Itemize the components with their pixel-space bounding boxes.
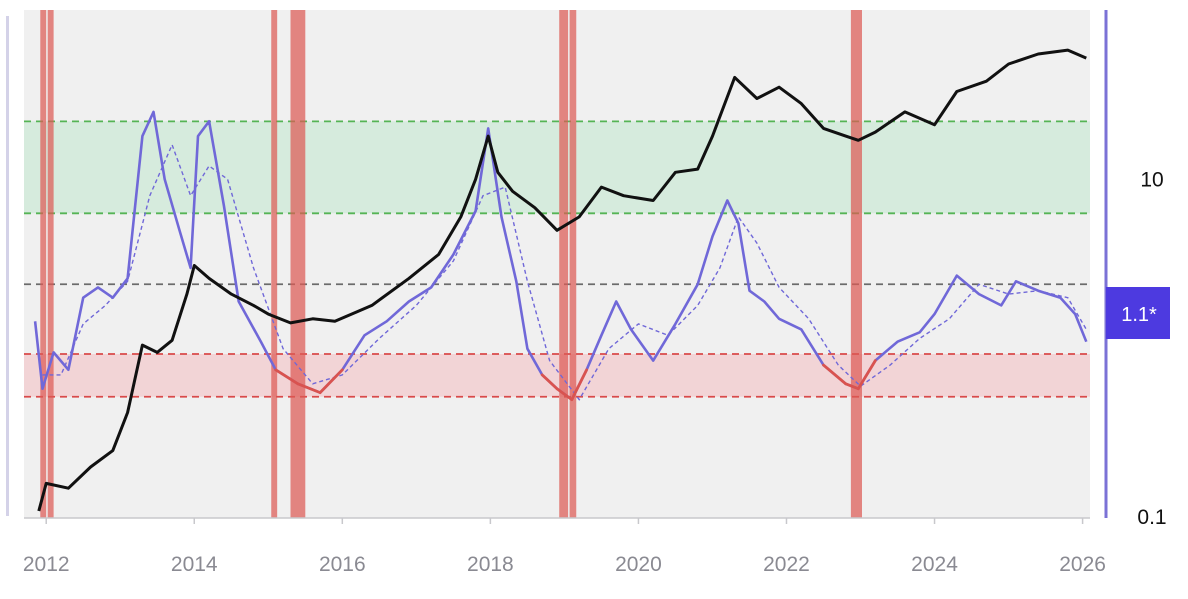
current-value-badge-bg xyxy=(1106,287,1170,339)
highlight-period xyxy=(559,10,569,518)
series-layer xyxy=(33,48,1088,512)
ratio-low-segment xyxy=(844,382,860,391)
x-tick-label: 2012 xyxy=(23,553,70,576)
plot-background xyxy=(24,10,1090,518)
x-axis-ticks: 2012 2014 2016 2018 2020 2022 2024 2026 xyxy=(23,518,1106,576)
current-value-label: 1.1* xyxy=(1121,304,1157,326)
x-tick-label: 2022 xyxy=(763,553,810,576)
x-tick-label: 2024 xyxy=(911,553,958,576)
x-tick-label: 2016 xyxy=(319,553,366,576)
highlight-period xyxy=(850,10,862,518)
x-tick-label: 2026 xyxy=(1059,553,1106,576)
highlight-layer xyxy=(40,10,862,518)
highlight-period xyxy=(47,10,54,518)
price-line xyxy=(37,48,1087,512)
ratio-low-segment xyxy=(296,382,322,395)
y-tick-label: 10 xyxy=(1140,168,1163,191)
highlight-period xyxy=(569,10,577,518)
y-tick-label: 0.1 xyxy=(1137,506,1166,529)
left-scroll-edge xyxy=(6,16,9,516)
ratio-low-segment xyxy=(540,373,559,391)
ratio-low-segment xyxy=(555,387,574,402)
highlight-period xyxy=(290,10,306,518)
ratio-low-segment xyxy=(856,359,877,391)
ratio-line xyxy=(33,110,1088,401)
x-tick-label: 2018 xyxy=(467,553,514,576)
upper-zone-band xyxy=(24,121,1090,214)
highlight-period xyxy=(271,10,278,518)
x-tick-label: 2014 xyxy=(171,553,218,576)
current-value-badge: 1.1* xyxy=(1106,287,1170,339)
ratio-low-segment xyxy=(570,368,589,402)
ratio-low-segment xyxy=(822,363,848,386)
ratio-low-segment xyxy=(318,368,344,395)
x-tick-label: 2020 xyxy=(615,553,662,576)
y-axis-ticks: 100.1 xyxy=(1137,168,1166,529)
ratio-low-segment xyxy=(274,368,300,386)
ratio-average-line xyxy=(42,142,1087,401)
highlight-period xyxy=(40,10,47,518)
